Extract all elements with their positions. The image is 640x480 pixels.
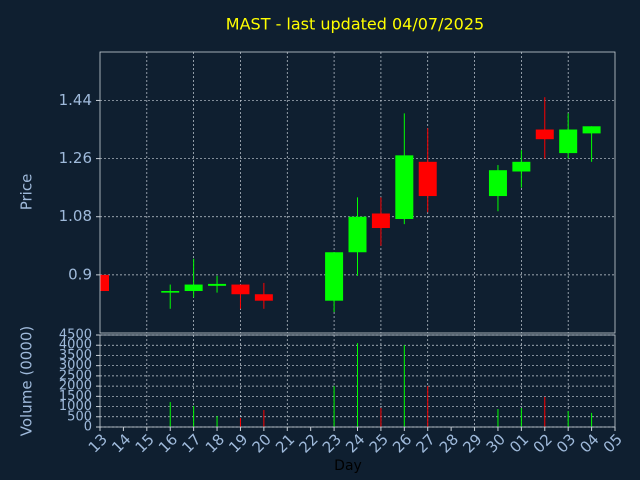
y-tick-label: 0 <box>84 420 92 435</box>
candle-body <box>100 274 109 292</box>
candle-body <box>582 126 601 134</box>
y-axis-label: Volume (0000) <box>18 326 36 436</box>
candle-body <box>184 284 203 292</box>
y-tick-label: 1500 <box>59 389 92 404</box>
y-tick-label: 0.9 <box>68 265 92 283</box>
candle-body <box>395 155 414 219</box>
y-tick-label: 2000 <box>59 379 92 394</box>
y-tick-label: 1.26 <box>59 149 92 167</box>
candle-body <box>535 129 554 140</box>
candle-body <box>161 291 180 293</box>
candle-body <box>559 129 578 154</box>
y-axis-label: Price <box>18 174 36 211</box>
y-tick-label: 2500 <box>59 368 92 383</box>
candle-body <box>208 283 227 286</box>
plot-frame <box>99 334 616 428</box>
candle-body <box>254 294 273 301</box>
chart-title: MAST - last updated 04/07/2025 <box>226 15 484 34</box>
y-tick-label: 3500 <box>59 348 92 363</box>
y-tick-label: 4500 <box>59 328 92 343</box>
candle-body <box>488 170 507 197</box>
plot-frame <box>99 51 616 334</box>
x-axis-label: Day <box>334 458 362 474</box>
candle-body <box>371 213 390 229</box>
candle-body <box>512 161 531 172</box>
y-tick-label: 500 <box>67 409 92 424</box>
y-tick-label: 3000 <box>59 358 92 373</box>
candle-body <box>418 161 437 197</box>
y-tick-label: 1.08 <box>59 207 92 225</box>
candle-body <box>325 252 344 301</box>
y-tick-label: 1000 <box>59 399 92 414</box>
y-tick-label: 1.44 <box>59 91 92 109</box>
candle-body <box>348 216 367 253</box>
y-tick-label: 4000 <box>59 338 92 353</box>
candle-body <box>231 284 250 295</box>
